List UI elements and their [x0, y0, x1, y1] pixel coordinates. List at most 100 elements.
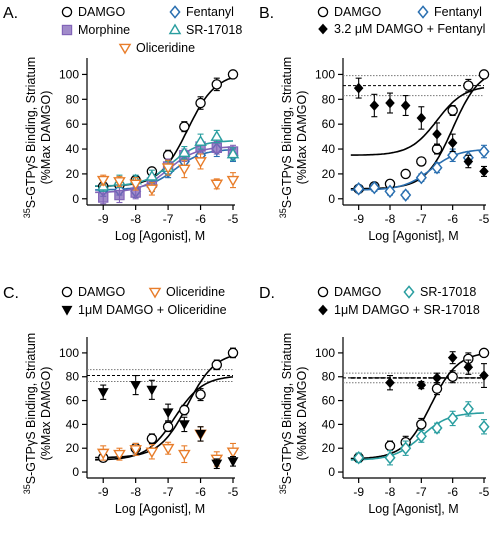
y-tick-label: 40 [322, 142, 336, 156]
fit-curve [95, 355, 234, 459]
legend-marker [417, 5, 429, 19]
y-tick-label: 0 [72, 465, 79, 479]
legend: DAMGO SR-17018 1μM DAMGO + SR-17018 [317, 285, 480, 317]
y-axis-label-line2: (%Max DAMGO) [39, 367, 53, 461]
data-point [161, 443, 175, 455]
y-tick-label: 100 [59, 346, 79, 360]
data-point [130, 380, 142, 391]
data-point [162, 408, 174, 419]
data-point [145, 184, 159, 196]
data-point [478, 419, 490, 434]
legend-marker [61, 6, 73, 18]
legend-label: Fentanyl [434, 5, 482, 19]
data-point [431, 160, 443, 175]
data-point [463, 361, 474, 373]
legend-label: Oliceridine [136, 41, 195, 55]
legend-marker [61, 305, 73, 316]
data-point [447, 137, 458, 149]
y-tick-label: 60 [322, 117, 336, 131]
legend-label: 1μM DAMGO + Oliceridine [78, 303, 227, 317]
data-point [353, 450, 365, 465]
x-tick-label: -8 [385, 212, 396, 226]
data-point [227, 69, 239, 80]
data-point [96, 448, 110, 460]
series-1 [353, 401, 490, 466]
data-point [161, 163, 175, 175]
y-axis-label-line2: (%Max DAMGO) [39, 91, 53, 185]
legend-marker [317, 286, 329, 298]
legend-label: Oliceridine [166, 285, 225, 299]
legend: DAMGO Fentanyl 3.2 μM DAMGO + Fentanyl [317, 5, 485, 36]
data-point [145, 169, 159, 181]
legend-label: DAMGO [78, 5, 126, 19]
x-tick-label: -5 [228, 485, 239, 499]
y-tick-label: 0 [328, 465, 335, 479]
data-point [478, 144, 490, 159]
data-point [385, 377, 395, 389]
x-tick-label: -9 [353, 212, 364, 226]
y-axis-label-superscript: 35 [22, 208, 32, 218]
data-point [478, 69, 490, 80]
y-tick-label: 100 [315, 67, 335, 81]
data-point [384, 184, 396, 199]
y-tick-label: 20 [322, 441, 336, 455]
data-point [463, 80, 474, 91]
legend: DAMGO Oliceridine 1μM DAMGO + Oliceridine [61, 285, 227, 317]
panel-4: D. 0 20 40 60 80 100 -9 -8 -7 -6 -5 Log [Agonist], M… [259, 285, 490, 516]
legend-label: SR-17018 [420, 285, 476, 299]
x-tick-label: -8 [385, 485, 396, 499]
data-point [227, 457, 239, 467]
y-axis-label-superscript: 35 [278, 484, 288, 494]
legend-marker [61, 286, 73, 298]
data-point [432, 128, 442, 140]
panel-letter: B. [259, 5, 274, 22]
series-4 [96, 153, 240, 196]
data-point [353, 82, 364, 94]
y-axis-label: 35S-GTPγS Binding, Striatum [278, 333, 294, 494]
data-point [179, 404, 190, 416]
x-tick-label: -7 [163, 212, 174, 226]
fit-curve [350, 87, 485, 156]
y-tick-label: 60 [66, 117, 80, 131]
legend-label: DAMGO [334, 5, 382, 19]
data-point [129, 445, 142, 456]
data-point [178, 420, 190, 431]
series-0 [353, 347, 490, 463]
data-point [195, 389, 206, 400]
data-point [178, 164, 191, 176]
panel-2: B. 0 20 40 60 80 100 -9 -8 -7 -6 -5 Log [Agonist], M… [259, 5, 490, 243]
y-axis-label-line2: (%Max DAMGO) [295, 367, 309, 461]
x-axis-label: Log [Agonist], M [368, 229, 458, 243]
data-point [463, 156, 474, 167]
data-point [447, 148, 459, 163]
data-point [226, 447, 240, 459]
x-tick-label: -7 [416, 212, 427, 226]
data-point [211, 142, 222, 153]
legend-label: DAMGO [334, 285, 382, 299]
data-point [227, 347, 239, 359]
data-point [353, 182, 365, 196]
panel-letter: C. [3, 285, 19, 302]
y-axis-label: 35S-GTPγS Binding, Striatum [278, 57, 294, 218]
x-tick-label: -6 [195, 485, 206, 499]
panel-letter: D. [259, 285, 275, 302]
data-point [178, 146, 191, 158]
data-point [210, 179, 224, 191]
x-tick-label: -9 [98, 485, 109, 499]
data-point [97, 388, 109, 398]
x-tick-label: -7 [163, 485, 174, 499]
legend-marker [169, 5, 181, 19]
y-tick-label: 20 [66, 441, 80, 455]
legend-label: Morphine [78, 23, 130, 37]
fit-curve [95, 376, 234, 461]
data-point [479, 370, 489, 381]
panel-letter: A. [3, 5, 18, 22]
data-point [194, 135, 207, 146]
data-point [179, 121, 190, 132]
data-point [146, 433, 158, 444]
series-2 [97, 374, 239, 470]
legend-label: Fentanyl [186, 5, 234, 19]
data-point [145, 447, 159, 459]
y-tick-label: 0 [72, 192, 79, 206]
y-tick-label: 60 [66, 394, 80, 408]
